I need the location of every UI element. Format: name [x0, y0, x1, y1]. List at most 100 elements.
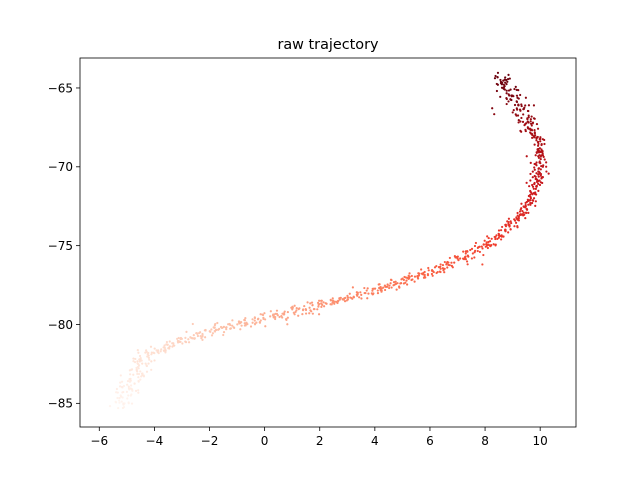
scatter-point	[533, 168, 536, 171]
scatter-point	[533, 182, 536, 186]
scatter-point	[535, 122, 539, 126]
scatter-point	[524, 211, 528, 214]
scatter-point	[404, 276, 408, 279]
y-tick-label: −85	[48, 397, 73, 411]
scatter-point	[352, 295, 355, 298]
scatter-point	[518, 210, 522, 213]
scatter-point	[118, 385, 122, 388]
scatter-point	[239, 321, 242, 324]
scatter-point	[138, 354, 142, 358]
scatter-point	[144, 351, 147, 354]
scatter-point	[526, 199, 530, 203]
scatter-point	[522, 205, 525, 208]
scatter-point	[481, 263, 484, 266]
scatter-point	[120, 400, 123, 403]
scatter-point	[204, 328, 207, 332]
scatter-point	[543, 158, 546, 161]
scatter-point	[126, 397, 129, 400]
scatter-point	[286, 323, 289, 326]
y-tick-label: −65	[48, 81, 73, 95]
scatter-point	[496, 76, 499, 79]
scatter-point	[127, 394, 130, 397]
scatter-point	[505, 97, 508, 100]
scatter-point	[253, 316, 257, 320]
scatter-point	[516, 218, 520, 222]
scatter-point	[443, 267, 446, 270]
scatter-point	[312, 308, 316, 311]
scatter-point	[371, 292, 375, 296]
scatter-point	[474, 241, 478, 245]
scatter-point	[482, 253, 485, 257]
scatter-point	[177, 340, 180, 343]
scatter-point	[448, 264, 451, 267]
scatter-point	[513, 103, 517, 107]
scatter-point	[243, 324, 246, 327]
scatter-point	[496, 71, 500, 74]
scatter-point	[145, 349, 148, 352]
scatter-point	[505, 92, 508, 95]
scatter-point	[201, 332, 204, 336]
scatter-point	[118, 396, 121, 400]
scatter-point	[532, 187, 535, 190]
scatter-point	[244, 322, 247, 325]
scatter-point	[427, 269, 430, 272]
scatter-point	[496, 83, 499, 86]
scatter-point	[285, 318, 288, 321]
scatter-point	[137, 376, 140, 379]
scatter-point	[543, 142, 546, 146]
scatter-point	[121, 406, 125, 410]
scatter-point	[320, 305, 323, 308]
scatter-point	[276, 314, 279, 317]
y-axis: −65 −70 −75 −80 −85	[48, 81, 80, 411]
scatter-point	[526, 120, 529, 123]
scatter-point	[509, 228, 512, 231]
x-tick-label: 8	[481, 434, 489, 448]
scatter-point	[515, 107, 518, 110]
scatter-point	[505, 89, 508, 92]
scatter-point	[127, 385, 130, 388]
scatter-point	[436, 270, 439, 274]
scatter-point	[199, 335, 202, 338]
scatter-point	[201, 338, 204, 341]
scatter-point	[317, 305, 320, 308]
scatter-point	[115, 391, 118, 394]
scatter-point	[325, 302, 328, 305]
scatter-point	[413, 275, 417, 278]
scatter-point	[406, 283, 409, 286]
scatter-point	[204, 336, 207, 339]
scatter-point	[448, 256, 451, 260]
scatter-point	[231, 319, 234, 322]
scatter-point	[503, 88, 506, 91]
scatter-point	[348, 292, 351, 295]
scatter-point	[439, 267, 442, 270]
x-tick-label: −2	[201, 434, 219, 448]
scatter-point	[139, 358, 142, 361]
scatter-point	[301, 313, 304, 316]
scatter-point	[331, 297, 334, 300]
scatter-point	[537, 182, 540, 185]
x-tick-label: 0	[261, 434, 269, 448]
scatter-point	[533, 166, 536, 169]
scatter-point	[532, 197, 536, 200]
scatter-point	[545, 161, 548, 164]
scatter-point	[538, 160, 541, 163]
scatter-point	[525, 181, 528, 184]
scatter-point	[310, 301, 314, 304]
scatter-point	[516, 114, 520, 117]
scatter-point	[420, 268, 423, 271]
scatter-point	[508, 224, 511, 228]
scatter-point	[213, 326, 216, 329]
scatter-point	[532, 117, 536, 120]
scatter-point	[540, 143, 543, 147]
scatter-point	[401, 277, 404, 280]
scatter-point	[129, 394, 132, 397]
scatter-point	[309, 302, 312, 305]
scatter-point	[136, 360, 139, 363]
scatter-point	[134, 357, 137, 361]
scatter-point	[258, 321, 262, 324]
scatter-point	[441, 263, 445, 267]
scatter-point	[286, 310, 289, 314]
scatter-point	[462, 250, 465, 253]
scatter-point	[506, 77, 510, 81]
scatter-point	[503, 78, 506, 81]
